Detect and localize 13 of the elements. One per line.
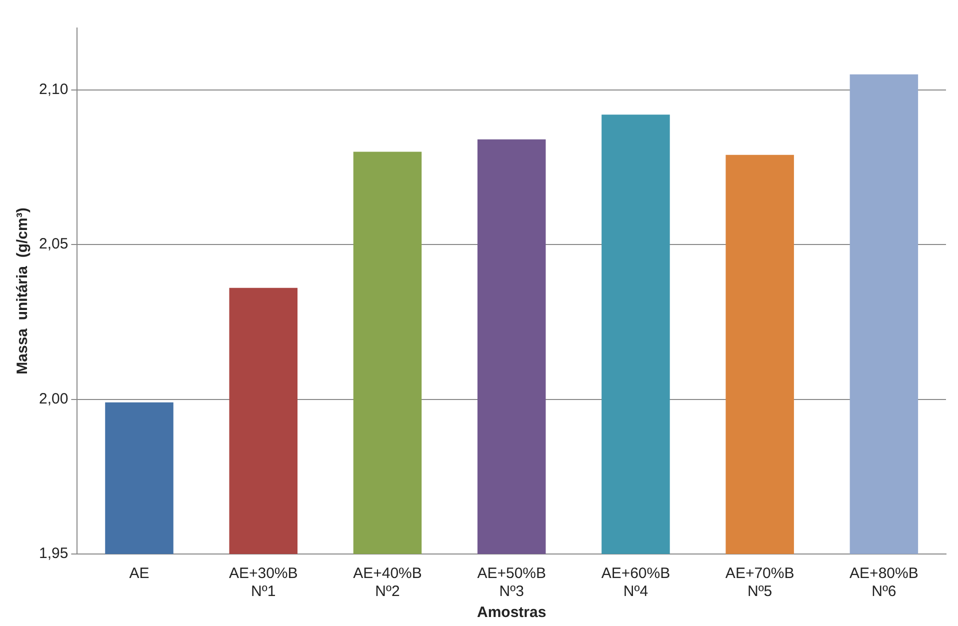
y-tick-label: 1,95 xyxy=(38,545,68,562)
y-tick-label: 2,00 xyxy=(38,390,68,408)
x-axis-title: Amostras xyxy=(476,604,546,622)
x-tick-label: AE+40%B Nº2 xyxy=(353,565,422,600)
x-tick-label: AE+50%B Nº3 xyxy=(477,565,546,600)
x-tick-label: AE+70%B Nº5 xyxy=(725,565,794,600)
y-axis-title: Massa unitária (g/cm³) xyxy=(14,208,32,374)
x-tick-label: AE+30%B Nº1 xyxy=(228,565,298,600)
y-tick-label: 2,10 xyxy=(38,81,68,98)
x-tick-label: AE xyxy=(129,565,150,582)
y-tick-label: 2,05 xyxy=(38,236,68,253)
x-tick-label: AE+60%B Nº4 xyxy=(601,565,670,600)
x-tick-label: AE+80%B Nº6 xyxy=(850,565,918,600)
